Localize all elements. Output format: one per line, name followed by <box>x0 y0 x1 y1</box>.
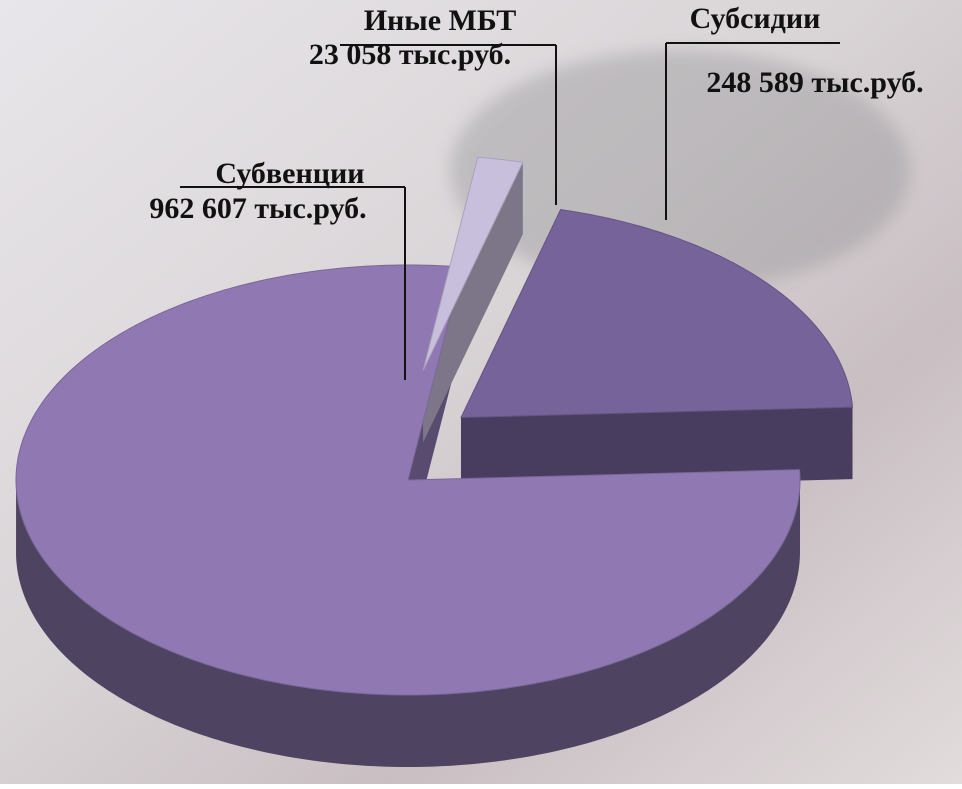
value-label: 962 607 тыс.руб. <box>149 192 366 225</box>
value-label: 248 589 тыс.руб. <box>706 66 923 99</box>
pie <box>15 156 854 767</box>
value-label: 23 058 тыс.руб. <box>309 38 511 71</box>
slice <box>460 209 854 419</box>
slice <box>15 264 801 696</box>
category-label: Субсидии <box>690 2 821 35</box>
slice-wall <box>423 162 523 443</box>
category-label: Субвенции <box>215 157 364 190</box>
slice-wall <box>460 407 853 490</box>
category-label: Иные МБТ <box>364 4 517 37</box>
slice <box>422 156 524 371</box>
slice-side <box>16 480 801 767</box>
